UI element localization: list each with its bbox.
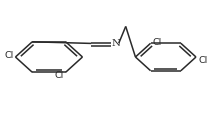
Text: Cl: Cl (153, 37, 162, 46)
Text: Cl: Cl (198, 55, 207, 64)
Text: N: N (112, 39, 121, 48)
Text: Cl: Cl (54, 70, 64, 79)
Text: Cl: Cl (4, 51, 13, 60)
